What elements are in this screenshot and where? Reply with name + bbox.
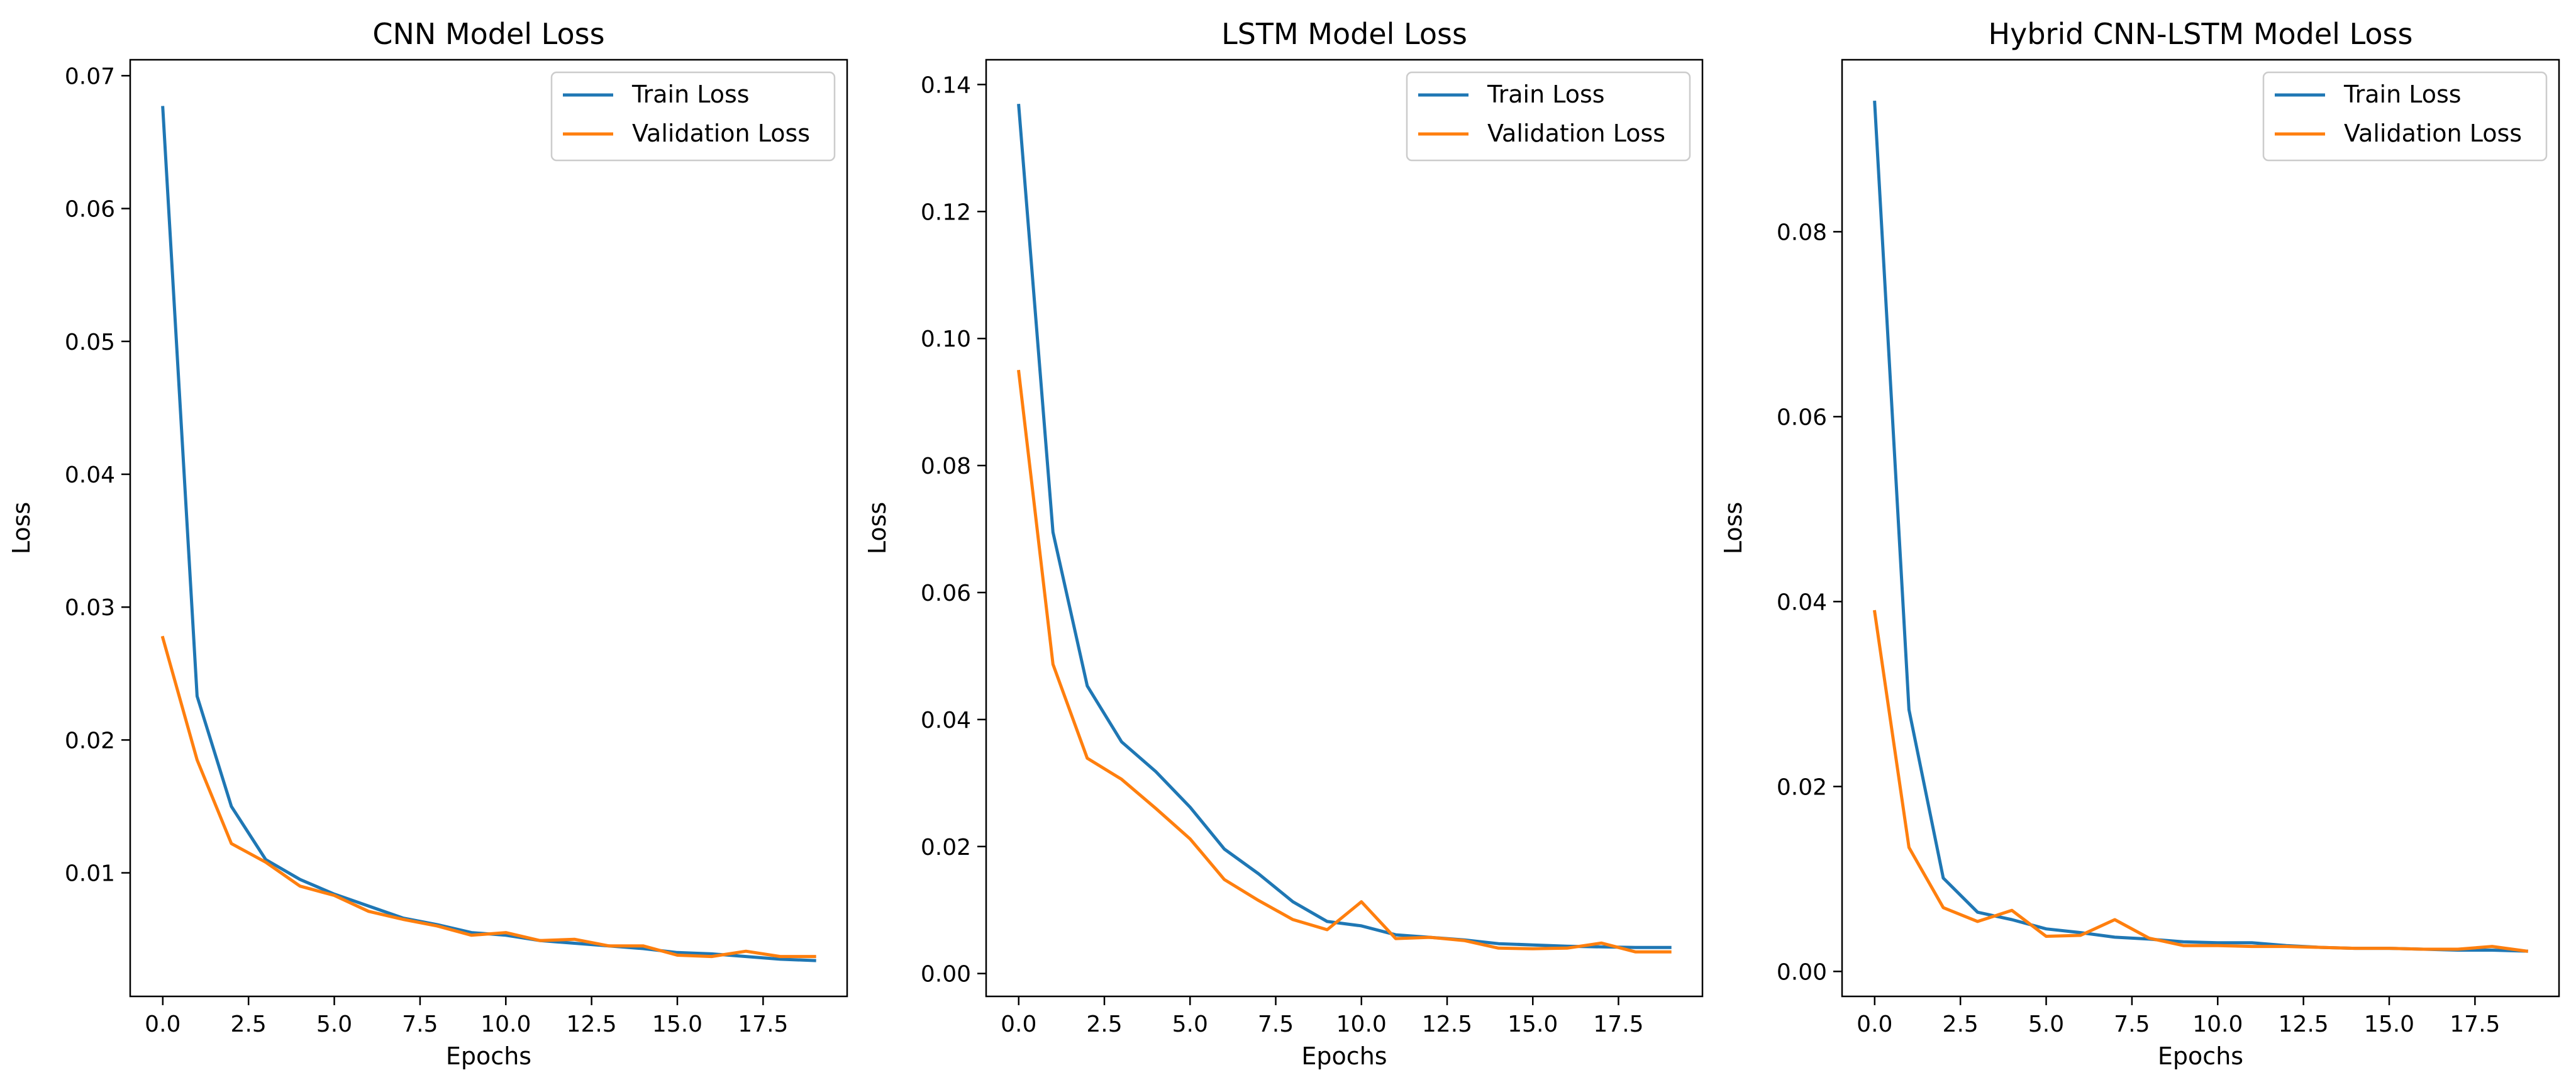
train-loss-line	[1873, 100, 2528, 953]
y-tick-label: 0.06	[65, 197, 115, 223]
legend-box	[550, 71, 836, 162]
y-axis-label: Loss	[1719, 502, 1747, 554]
y-tick-label: 0.01	[65, 861, 115, 887]
x-tick-label: 7.5	[1258, 1011, 1294, 1037]
x-tick-label: 17.5	[738, 1011, 788, 1037]
x-tick-label: 10.0	[480, 1011, 531, 1037]
plot-frame	[985, 58, 1704, 998]
x-axis-label: Epochs	[2158, 1042, 2243, 1070]
y-tick-label: 0.14	[921, 72, 971, 98]
validation-loss-line	[160, 635, 816, 959]
y-tick-label: 0.08	[921, 454, 971, 479]
lstm-loss-panel: LSTM Model Loss 0.0 2.5 5.0 7.5 10.0 12.5 15.0 1…	[863, 17, 1704, 1070]
legend-label-validation-loss: Validation Loss	[2344, 120, 2522, 147]
x-tick-label: 0.0	[1001, 1011, 1036, 1037]
y-tick-label: 0.02	[1777, 774, 1827, 800]
legend: Train Loss Validation Loss	[2262, 71, 2548, 162]
x-tick-label: 2.5	[1086, 1011, 1122, 1037]
legend-label-train-loss: Train Loss	[1487, 81, 1605, 108]
chart-title: Hybrid CNN-LSTM Model Loss	[1989, 17, 2413, 51]
plot-frame	[129, 58, 848, 998]
x-tick-label: 15.0	[1507, 1011, 1558, 1037]
x-tick-label: 7.5	[402, 1011, 438, 1037]
y-tick-label: 0.04	[921, 708, 971, 733]
x-tick-label: 5.0	[2028, 1011, 2064, 1037]
validation-loss-line	[1872, 610, 2529, 953]
y-tick-label: 0.04	[1777, 589, 1827, 615]
y-axis-label: Loss	[8, 502, 35, 554]
legend-box	[1406, 71, 1691, 162]
x-tick-label: 12.5	[567, 1011, 617, 1037]
x-tick-label: 17.5	[2450, 1011, 2500, 1037]
plot-frame	[1841, 58, 2560, 998]
y-tick-label: 0.00	[1777, 959, 1827, 985]
y-tick-label: 0.02	[65, 728, 115, 754]
y-tick-label: 0.08	[1777, 220, 1827, 245]
y-tick-label: 0.05	[65, 330, 115, 355]
x-tick-label: 17.5	[1593, 1011, 1643, 1037]
validation-loss-line	[1017, 369, 1672, 954]
x-tick-label: 12.5	[2279, 1011, 2329, 1037]
x-tick-label: 10.0	[2192, 1011, 2243, 1037]
x-tick-label: 5.0	[1172, 1011, 1208, 1037]
y-tick-label: 0.10	[921, 326, 971, 352]
x-tick-label: 5.0	[316, 1011, 352, 1037]
train-loss-line	[161, 106, 816, 962]
legend-label-train-loss: Train Loss	[631, 81, 750, 108]
y-tick-label: 0.12	[921, 199, 971, 225]
x-axis-label: Epochs	[1301, 1042, 1387, 1070]
legend: Train Loss Validation Loss	[550, 71, 836, 162]
x-tick-label: 10.0	[1336, 1011, 1387, 1037]
x-tick-label: 0.0	[145, 1011, 180, 1037]
legend-label-train-loss: Train Loss	[2343, 81, 2462, 108]
train-loss-line	[1017, 104, 1672, 949]
y-tick-label: 0.04	[65, 462, 115, 488]
chart-title: CNN Model Loss	[372, 17, 604, 51]
chart-title: LSTM Model Loss	[1221, 17, 1467, 51]
legend-label-validation-loss: Validation Loss	[632, 120, 810, 147]
y-tick-label: 0.03	[65, 595, 115, 621]
x-tick-label: 15.0	[2364, 1011, 2414, 1037]
x-tick-label: 7.5	[2114, 1011, 2150, 1037]
x-axis-label: Epochs	[446, 1042, 531, 1070]
x-tick-label: 2.5	[231, 1011, 267, 1037]
y-tick-label: 0.02	[921, 835, 971, 861]
x-tick-label: 12.5	[1422, 1011, 1472, 1037]
y-axis-label: Loss	[863, 502, 891, 554]
hybrid-loss-panel: Hybrid CNN-LSTM Model Loss 0.0 2.5 5.0 7.5 10…	[1719, 17, 2560, 1070]
x-tick-label: 0.0	[1857, 1011, 1892, 1037]
y-tick-label: 0.07	[65, 64, 115, 89]
legend-label-validation-loss: Validation Loss	[1487, 120, 1665, 147]
legend: Train Loss Validation Loss	[1406, 71, 1691, 162]
y-tick-label: 0.06	[921, 581, 971, 606]
cnn-loss-panel: CNN Model Loss 0.0 2.5 5.0 7.5 10.0 12.5 15.0 17…	[8, 17, 848, 1070]
x-tick-label: 2.5	[1943, 1011, 1979, 1037]
y-tick-label: 0.00	[921, 962, 971, 988]
y-tick-label: 0.06	[1777, 404, 1827, 430]
x-tick-label: 15.0	[652, 1011, 702, 1037]
legend-box	[2262, 71, 2548, 162]
